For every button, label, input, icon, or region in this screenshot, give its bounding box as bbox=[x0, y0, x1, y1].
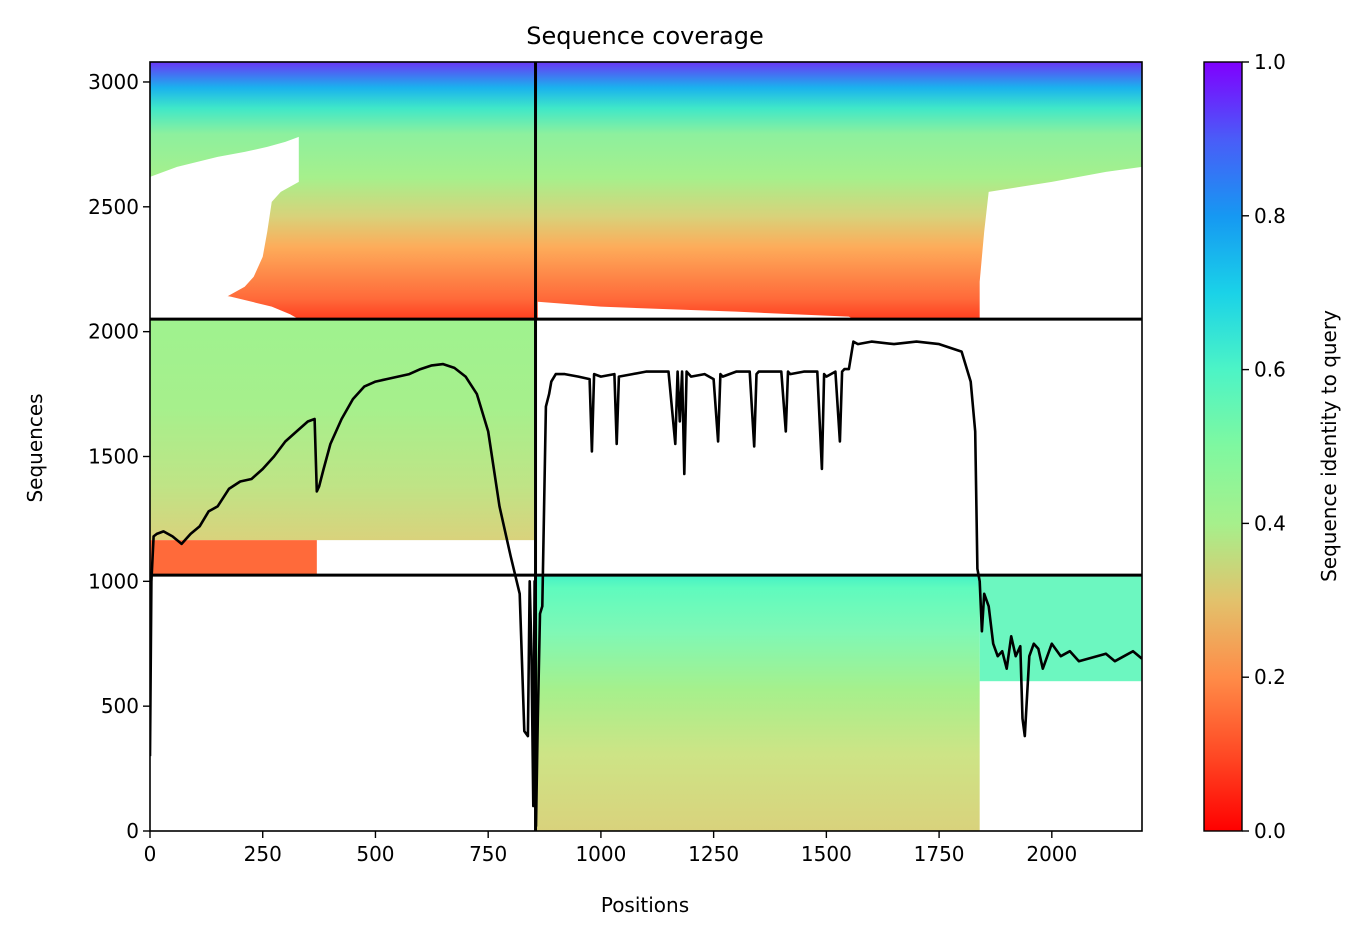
chart-title: Sequence coverage bbox=[526, 22, 763, 50]
x-tick-label: 1250 bbox=[688, 842, 739, 866]
x-axis-ticks: 0 250 500 750 1000 1250 1500 1750 2000 bbox=[144, 831, 1077, 866]
x-axis-label: Positions bbox=[601, 893, 689, 917]
y-axis-ticks: 0 500 1000 1500 2000 2500 3000 bbox=[88, 70, 150, 843]
x-tick-label: 250 bbox=[244, 842, 282, 866]
colorbar-ticks: 0.0 0.2 0.4 0.6 0.8 1.0 bbox=[1242, 50, 1286, 843]
heat-block-bottom-right-tail bbox=[979, 575, 1142, 682]
heat-block-bottom-right bbox=[535, 575, 980, 831]
colorbar-tick-label: 0.6 bbox=[1254, 358, 1286, 382]
colorbar-tick-label: 0.0 bbox=[1254, 819, 1286, 843]
colorbar-tick-label: 0.8 bbox=[1254, 204, 1286, 228]
colorbar-label: Sequence identity to query bbox=[1317, 310, 1341, 582]
x-tick-label: 500 bbox=[356, 842, 394, 866]
y-tick-label: 1000 bbox=[88, 569, 139, 593]
y-tick-label: 1500 bbox=[88, 444, 139, 468]
y-tick-label: 0 bbox=[126, 819, 139, 843]
top-left-gap-mask-lower bbox=[150, 281, 299, 320]
top-right-gap-mask bbox=[979, 166, 1142, 320]
x-tick-label: 0 bbox=[144, 842, 157, 866]
top-right-lower-gap-mask bbox=[537, 301, 854, 320]
coverage-heatmap bbox=[150, 62, 1142, 831]
x-tick-label: 2000 bbox=[1026, 842, 1077, 866]
colorbar-tick-label: 0.2 bbox=[1254, 665, 1286, 689]
y-tick-label: 3000 bbox=[88, 70, 139, 94]
x-tick-label: 1500 bbox=[801, 842, 852, 866]
x-tick-label: 1750 bbox=[914, 842, 965, 866]
y-tick-label: 2500 bbox=[88, 195, 139, 219]
colorbar-tick-label: 0.4 bbox=[1254, 511, 1286, 535]
y-axis-label: Sequences bbox=[23, 393, 47, 502]
coverage-line-group bbox=[150, 340, 1142, 828]
x-tick-label: 750 bbox=[469, 842, 507, 866]
y-tick-label: 2000 bbox=[88, 320, 139, 344]
y-tick-label: 500 bbox=[101, 694, 139, 718]
top-left-gap-mask bbox=[150, 136, 299, 320]
coverage-line bbox=[150, 340, 1142, 828]
colorbar bbox=[1203, 61, 1243, 832]
plot-frame bbox=[149, 61, 1143, 832]
heat-block-middle-left bbox=[150, 319, 536, 541]
x-tick-label: 1000 bbox=[575, 842, 626, 866]
heat-block-middle-left-low bbox=[150, 540, 317, 576]
colorbar-tick-label: 1.0 bbox=[1254, 50, 1286, 74]
